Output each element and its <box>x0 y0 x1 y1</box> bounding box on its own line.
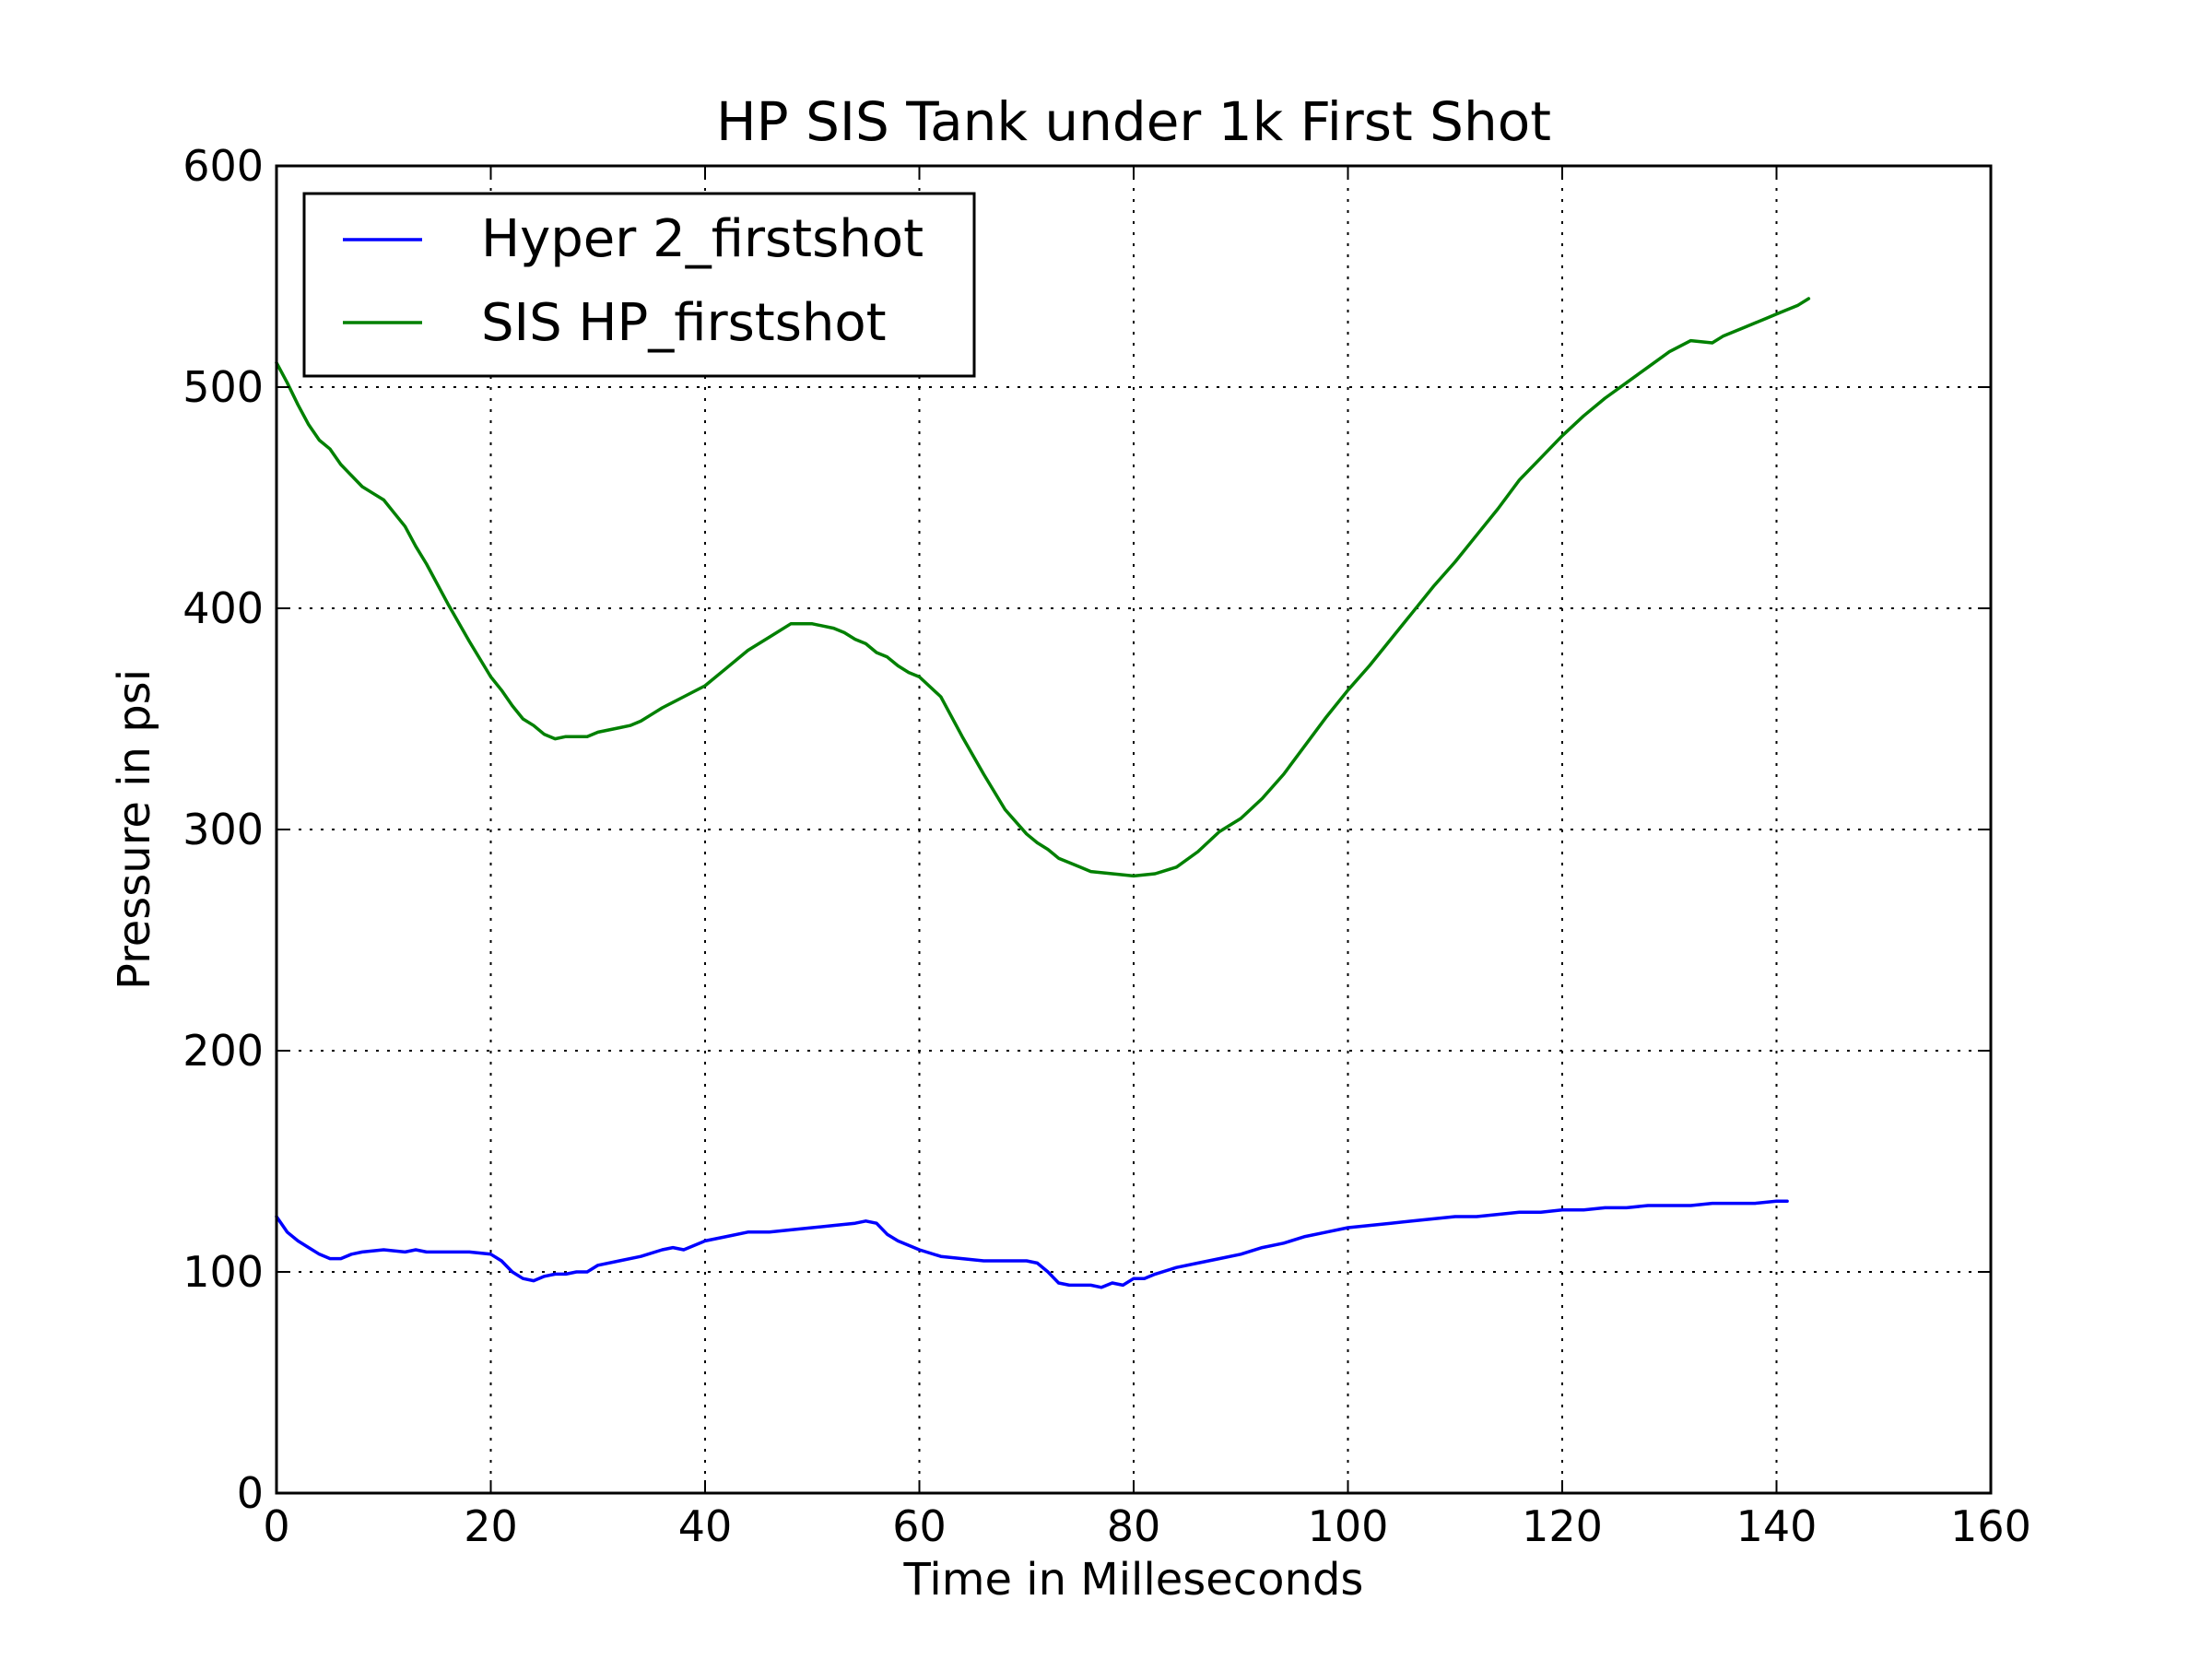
grid <box>276 166 1991 1493</box>
axis-ticks: 0 20 40 60 80 100 120 140 160 0 100 200 300 400 500 600 <box>182 141 2031 1551</box>
legend-box <box>302 192 976 378</box>
legend-label-hyper-2: Hyper 2_firstshot <box>481 209 924 269</box>
x-tick-label: 100 <box>1308 1501 1389 1551</box>
chart-title: HP SIS Tank under 1k First Shot <box>716 90 1551 153</box>
x-tick-label: 60 <box>892 1501 947 1551</box>
legend: Hyper 2_firstshot SIS HP_firstshot <box>302 192 976 378</box>
y-tick-label: 400 <box>182 583 264 633</box>
series-lines <box>275 297 1811 1289</box>
y-tick-label: 500 <box>182 362 264 412</box>
x-tick-label: 20 <box>464 1501 518 1551</box>
x-tick-label: 160 <box>1950 1501 2031 1551</box>
x-tick-label: 40 <box>678 1501 733 1551</box>
y-tick-label: 600 <box>182 141 264 191</box>
y-tick-label: 200 <box>182 1026 264 1076</box>
series-line-sis-hp-firstshot <box>275 297 1811 878</box>
x-tick-label: 140 <box>1736 1501 1818 1551</box>
x-tick-label: 0 <box>263 1501 289 1551</box>
x-tick-label: 120 <box>1522 1501 1603 1551</box>
y-tick-label: 100 <box>182 1247 264 1297</box>
y-tick-label: 300 <box>182 805 264 854</box>
x-tick-label: 80 <box>1107 1501 1161 1551</box>
series-line-hyper-2-firstshot <box>275 1199 1789 1289</box>
legend-label-sis-hp: SIS HP_firstshot <box>481 293 887 353</box>
y-axis-label: Pressure in psi <box>109 669 160 990</box>
x-axis-label: Time in Milleseconds <box>903 1554 1364 1606</box>
y-tick-label: 0 <box>237 1468 264 1518</box>
